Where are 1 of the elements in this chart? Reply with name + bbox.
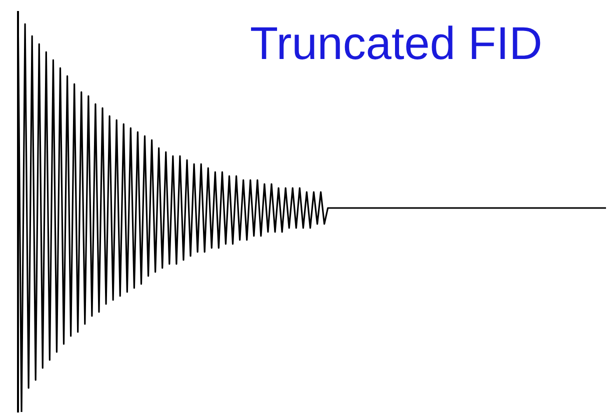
- chart-title: Truncated FID: [250, 16, 542, 70]
